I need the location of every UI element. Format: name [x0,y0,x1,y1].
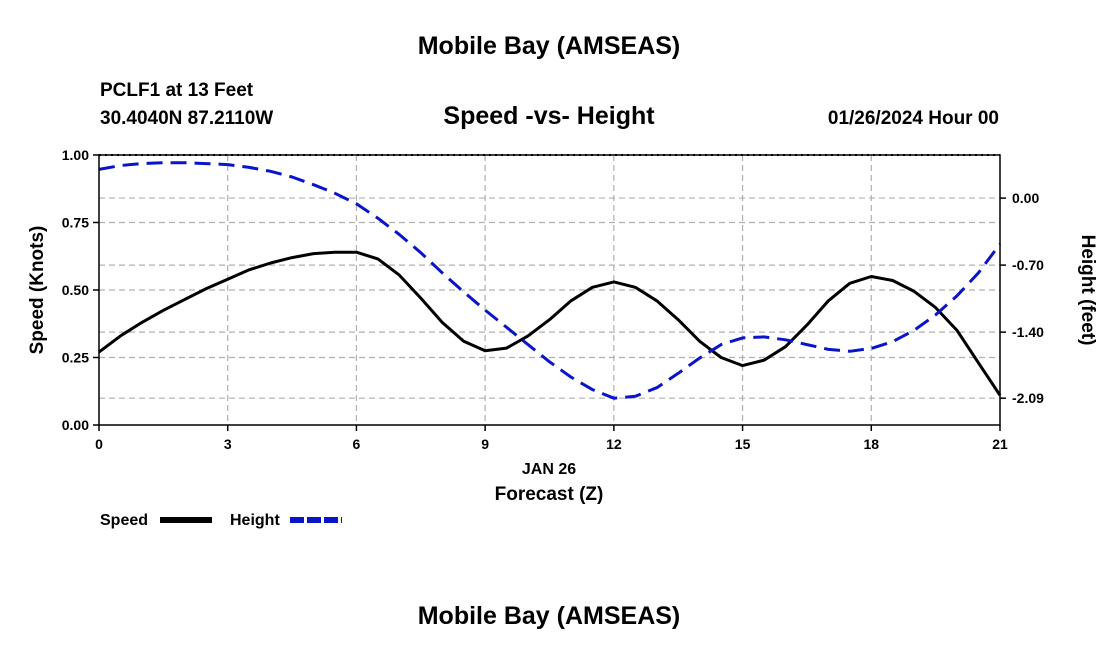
legend-height-label: Height [230,512,280,529]
x-tick-label: 12 [606,436,622,452]
x-tick-label: 15 [735,436,751,452]
x-axis-label: Forecast (Z) [495,484,604,505]
series-line-speed [98,250,1002,397]
x-axis-ticks: 0 3 6 9 12 15 18 21 [95,425,1008,452]
x-tick-label: 3 [224,436,232,452]
y-tick-label: 1.00 [62,147,89,163]
y2-axis-ticks: 0.00 -0.70 -1.40 -2.09 [1000,190,1044,406]
y-tick-label: 0.00 [62,417,89,433]
y2-tick-label: -1.40 [1012,324,1044,340]
x-tick-label: 9 [481,436,489,452]
legend-speed-label: Speed [100,512,148,529]
x-tick-label: 21 [992,436,1008,452]
y2-tick-label: -2.09 [1012,390,1044,406]
y-tick-label: 0.50 [62,282,89,298]
page-title: Mobile Bay (AMSEAS) [418,32,681,60]
data-series [98,161,1002,400]
chart-title: Speed -vs- Height [443,102,655,130]
legend: Speed Height [100,512,342,529]
y-axis-label: Speed (Knots) [27,226,48,355]
y-tick-label: 0.25 [62,350,89,366]
x-tick-label: 6 [353,436,361,452]
x-tick-label: 18 [863,436,879,452]
x-tick-label: 0 [95,436,103,452]
y2-tick-label: 0.00 [1012,190,1039,206]
station-name: PCLF1 at 13 Feet [100,80,254,101]
x-axis-date-label: JAN 26 [522,461,576,478]
y-axis-ticks: 0.00 0.25 0.50 0.75 1.00 [62,147,99,433]
forecast-timestamp: 01/26/2024 Hour 00 [828,108,999,129]
station-coordinates: 30.4040N 87.2110W [100,108,273,129]
y-tick-label: 0.75 [62,215,89,231]
y2-tick-label: -0.70 [1012,257,1044,273]
grid-lines [99,155,1000,425]
footer-title: Mobile Bay (AMSEAS) [418,602,681,630]
series-line-height [98,161,1002,400]
y2-axis-label: Height (feet) [1077,235,1098,346]
